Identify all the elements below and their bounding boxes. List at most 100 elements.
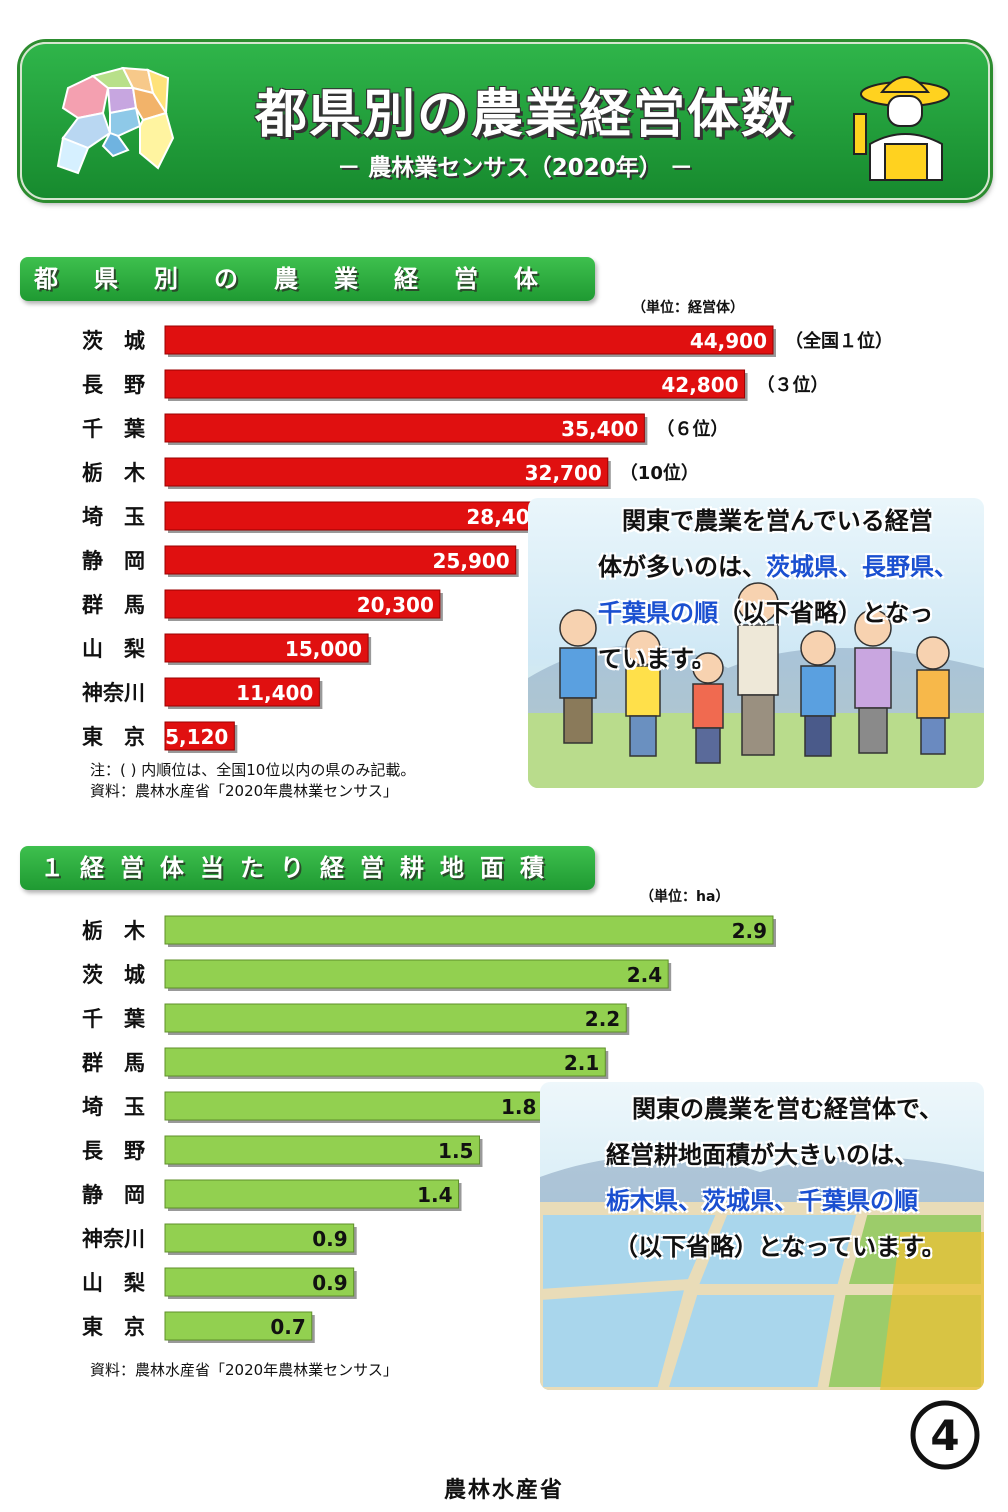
value-label: 5,120	[165, 725, 228, 749]
unit-label-ha: （単位：ha）	[640, 889, 730, 905]
value-label: 44,900	[690, 329, 767, 353]
category-label: 埼 玉	[82, 1095, 145, 1119]
category-label: 埼 玉	[82, 505, 145, 529]
value-label: 32,700	[525, 461, 602, 485]
bar	[164, 959, 669, 989]
category-label: 静 岡	[82, 549, 145, 573]
farm-entities-bar-chart: 茨 城 44,900 （全国１位） 長 野 42,800 （３位） 千 葉 35,400 （６位…	[82, 325, 893, 753]
value-label: 35,400	[561, 417, 638, 441]
chart1-note: 注：( ) 内順位は、全国10位以内の県のみ記載。	[90, 761, 416, 779]
section-title: 都県別の農業経営体	[34, 265, 574, 293]
value-label: 2.4	[627, 963, 662, 987]
bar	[164, 1091, 543, 1121]
page-title: 都県別の農業経営体数	[254, 85, 795, 145]
callout-text-area: 関東の農業を営む経営体で、 経営耕地面積が大きいのは、 栃木県、茨城県、千葉県の…	[606, 1086, 946, 1270]
title-banner	[20, 42, 990, 200]
bar	[164, 1179, 460, 1209]
value-label: 1.4	[417, 1183, 452, 1207]
unit-label-entities: （単位：経営体）	[632, 300, 744, 316]
page-number: 4	[930, 1411, 959, 1460]
rank-annotation: （全国１位）	[785, 330, 893, 352]
callout2-line3: 栃木県、茨城県、千葉県の順	[606, 1187, 918, 1215]
value-label: 2.9	[732, 919, 767, 943]
category-label: 長 野	[82, 1139, 145, 1163]
category-label: 神奈川	[82, 1227, 145, 1251]
category-label: 東 京	[82, 725, 145, 749]
bar	[164, 545, 517, 575]
chart2-source: 資料：農林水産省「2020年農林業センサス」	[90, 1361, 398, 1379]
bar	[164, 369, 746, 399]
category-label: 栃 木	[82, 919, 146, 943]
section-header-farm-entities: 都県別の農業経営体	[20, 257, 595, 301]
rank-annotation: （10位）	[620, 462, 699, 484]
bar	[164, 589, 441, 619]
category-label: 茨 城	[82, 329, 145, 353]
value-label: 1.8	[501, 1095, 536, 1119]
farmland-area-bar-chart: 栃 木 2.9 茨 城 2.4 千 葉 2.2 群 馬 2.1 埼 玉 1.8 長 野 1.5 静 岡 1…	[82, 915, 776, 1343]
value-label: 42,800	[661, 373, 738, 397]
page-number-badge: 4	[910, 1400, 980, 1470]
category-label: 千 葉	[82, 1007, 146, 1031]
value-label: 0.9	[312, 1227, 347, 1251]
farmers-illustration-callout	[528, 498, 984, 788]
chart1-notes: 注：( ) 内順位は、全国10位以内の県のみ記載。 資料：農林水産省「2020年…	[90, 760, 415, 802]
value-label: 2.1	[564, 1051, 599, 1075]
value-label: 0.7	[270, 1315, 305, 1339]
paddy-illustration-callout	[540, 1082, 984, 1390]
callout1-line2: 体が多いのは、茨城県、長野県、	[598, 544, 958, 590]
value-label: 11,400	[236, 681, 313, 705]
farmer-icon	[853, 76, 950, 181]
value-label: 0.9	[312, 1271, 347, 1295]
bar	[164, 633, 369, 663]
category-label: 千 葉	[82, 417, 146, 441]
callout1-line1: 関東で農業を営んでいる経営	[622, 507, 933, 535]
category-label: 東 京	[82, 1315, 145, 1339]
callout1-line4: ています。	[598, 645, 716, 673]
bar	[164, 721, 235, 751]
category-label: 長 野	[82, 373, 145, 397]
bar	[164, 457, 609, 487]
bar	[164, 325, 774, 355]
bar	[164, 677, 320, 707]
paddy-field-illustration	[540, 1082, 984, 1390]
category-label: 山 梨	[82, 637, 145, 661]
category-label: 神奈川	[82, 681, 145, 705]
category-label: 茨 城	[82, 963, 145, 987]
bar	[164, 1267, 355, 1297]
value-label: 1.5	[438, 1139, 473, 1163]
bar	[164, 1003, 627, 1033]
callout1-line2a: 体が多いのは、	[598, 553, 766, 581]
category-label: 静 岡	[82, 1183, 145, 1207]
section-header-farmland-area: １経営体当たり経営耕地面積	[20, 846, 595, 890]
bar	[164, 413, 645, 443]
kanto-map-icon	[56, 66, 175, 175]
value-label: 25,900	[433, 549, 510, 573]
value-label: 20,300	[357, 593, 434, 617]
category-label: 山 梨	[82, 1271, 145, 1295]
value-label: 2.2	[585, 1007, 620, 1031]
callout1-line2b: 茨城県、長野県、	[766, 553, 958, 581]
callout1-line3: 千葉県の順（以下省略）となっ	[598, 590, 958, 636]
value-label: 15,000	[285, 637, 362, 661]
chart1-source: 資料：農林水産省「2020年農林業センサス」	[90, 782, 398, 800]
category-label: 群 馬	[82, 1051, 145, 1075]
callout2-line1: 関東の農業を営む経営体で、	[632, 1095, 944, 1123]
callout-text-entities: 関東で農業を営んでいる経営 体が多いのは、茨城県、長野県、 千葉県の順（以下省略…	[598, 498, 958, 682]
callout2-line4: （以下省略）となっています。	[614, 1233, 946, 1261]
section-title-2: １経営体当たり経営耕地面積	[40, 854, 560, 882]
rank-annotation: （６位）	[656, 418, 728, 440]
bar	[164, 915, 774, 945]
callout1-line3a: 千葉県の順	[598, 599, 718, 627]
farmers-illustration	[528, 498, 984, 788]
rank-annotation: （３位）	[757, 374, 829, 396]
callout2-line2: 経営耕地面積が大きいのは、	[606, 1141, 918, 1169]
bar	[164, 1047, 606, 1077]
bar	[164, 1311, 313, 1341]
category-label: 栃 木	[82, 461, 146, 485]
bar	[164, 1135, 480, 1165]
footer-ministry: 農林水産省	[443, 1478, 564, 1503]
category-label: 群 馬	[82, 593, 145, 617]
bar	[164, 1223, 355, 1253]
chart2-notes: 資料：農林水産省「2020年農林業センサス」	[90, 1360, 398, 1381]
page-subtitle: － 農林業センサス（2020年） －	[337, 155, 693, 181]
